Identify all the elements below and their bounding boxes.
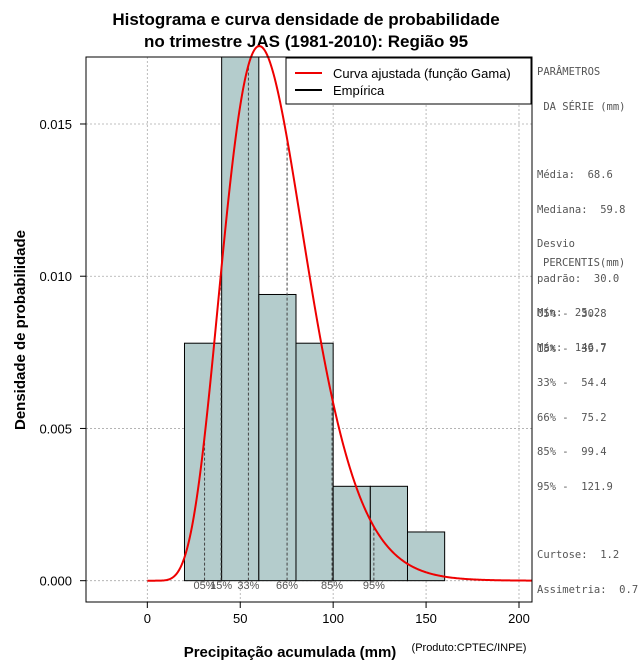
percentiles-panel: 05% - 30.8 15% - 39.7 33% - 54.4 66% - 7…: [537, 286, 638, 608]
percentile-66: 66% - 75.2: [537, 411, 607, 424]
density-curve: [147, 45, 532, 582]
param-median: Mediana: 59.8: [537, 203, 626, 216]
density-curve-group: [147, 45, 532, 582]
percentile-15: 15% - 39.7: [537, 342, 607, 355]
percentile-labels: 05%15% 33% 66% 85% 95%: [194, 580, 386, 592]
x-tick-label-3: 150: [415, 611, 437, 626]
percentile-label-2: 33%: [237, 580, 259, 592]
y-tick-label-3: 0.015: [39, 117, 72, 132]
percentile-lines: [204, 65, 375, 581]
plot-frame: [85, 56, 533, 603]
histogram-bar-2: [258, 293, 297, 582]
param-std-value: padrão: 30.0: [537, 272, 620, 285]
y-tick-label-2: 0.010: [39, 269, 72, 284]
chart-title-line-1: Histograma e curva densidade de probabil…: [112, 10, 499, 29]
legend-label-curve: Curva ajustada (função Gama): [333, 66, 511, 81]
y-axis-label: Densidade de probabilidade: [12, 230, 29, 430]
x-tick-label-4: 200: [508, 611, 530, 626]
histogram-bars: [183, 56, 446, 582]
param-min: Mín: 25.2: [537, 307, 601, 319]
percentile-85: 85% - 99.4: [537, 446, 607, 458]
x-tick-label-2: 100: [322, 611, 344, 626]
param-mean: Média: 68.6: [537, 169, 613, 181]
param-std-label: Desvio: [537, 238, 575, 250]
legend-box: [285, 57, 532, 105]
percentile-label-5: 95%: [363, 580, 385, 592]
percentile-label-3: 66%: [276, 580, 298, 592]
y-tick-label-0: 0.000: [39, 574, 72, 589]
histogram-bar-1: [221, 56, 260, 582]
x-tick-label-0: 0: [144, 611, 151, 626]
percentile-label-4: 85%: [321, 580, 343, 592]
y-axis: 0.000 0.005 0.010 0.015: [39, 117, 86, 589]
percentile-95: 95% - 121.9: [537, 480, 613, 493]
x-axis: 0 50 100 150 200: [144, 602, 530, 626]
params-title-2: DA SÉRIE (mm): [537, 100, 626, 113]
chart-title-line-2: no trimestre JAS (1981-2010): Região 95: [144, 32, 468, 51]
x-tick-label-1: 50: [233, 611, 247, 626]
credit-text: (Produto:CPTEC/INPE): [412, 642, 527, 654]
stat-kurtosis: Curtose: 1.2: [537, 549, 620, 561]
stat-skewness: Assimetria: 0.7: [537, 583, 639, 596]
histogram-bar-0: [183, 342, 223, 582]
percentiles-title: PERCENTIS(mm): [543, 257, 626, 269]
histogram-bar-3: [295, 342, 334, 582]
parameters-panel: PARÂMETROS DA SÉRIE (mm) Média: 68.6 Med…: [537, 44, 626, 366]
percentile-33: 33% - 54.4: [537, 377, 607, 389]
percentile-label-1: 15%: [210, 580, 232, 592]
percentile-label-0: 05%: [194, 580, 216, 592]
legend-label-empirical: Empírica: [333, 83, 385, 98]
histogram-bar-4: [332, 485, 371, 582]
histogram-bar-5: [369, 485, 408, 582]
params-title-1: PARÂMETROS: [537, 66, 601, 78]
param-max: Máx: 146.7: [537, 341, 607, 354]
x-axis-label: Precipitação acumulada (mm): [184, 644, 397, 660]
percentile-05: 05% - 30.8: [537, 308, 607, 320]
histogram-bar-6: [406, 531, 446, 582]
legend: Curva ajustada (função Gama) Empírica: [285, 57, 532, 105]
y-tick-label-1: 0.005: [39, 421, 72, 436]
